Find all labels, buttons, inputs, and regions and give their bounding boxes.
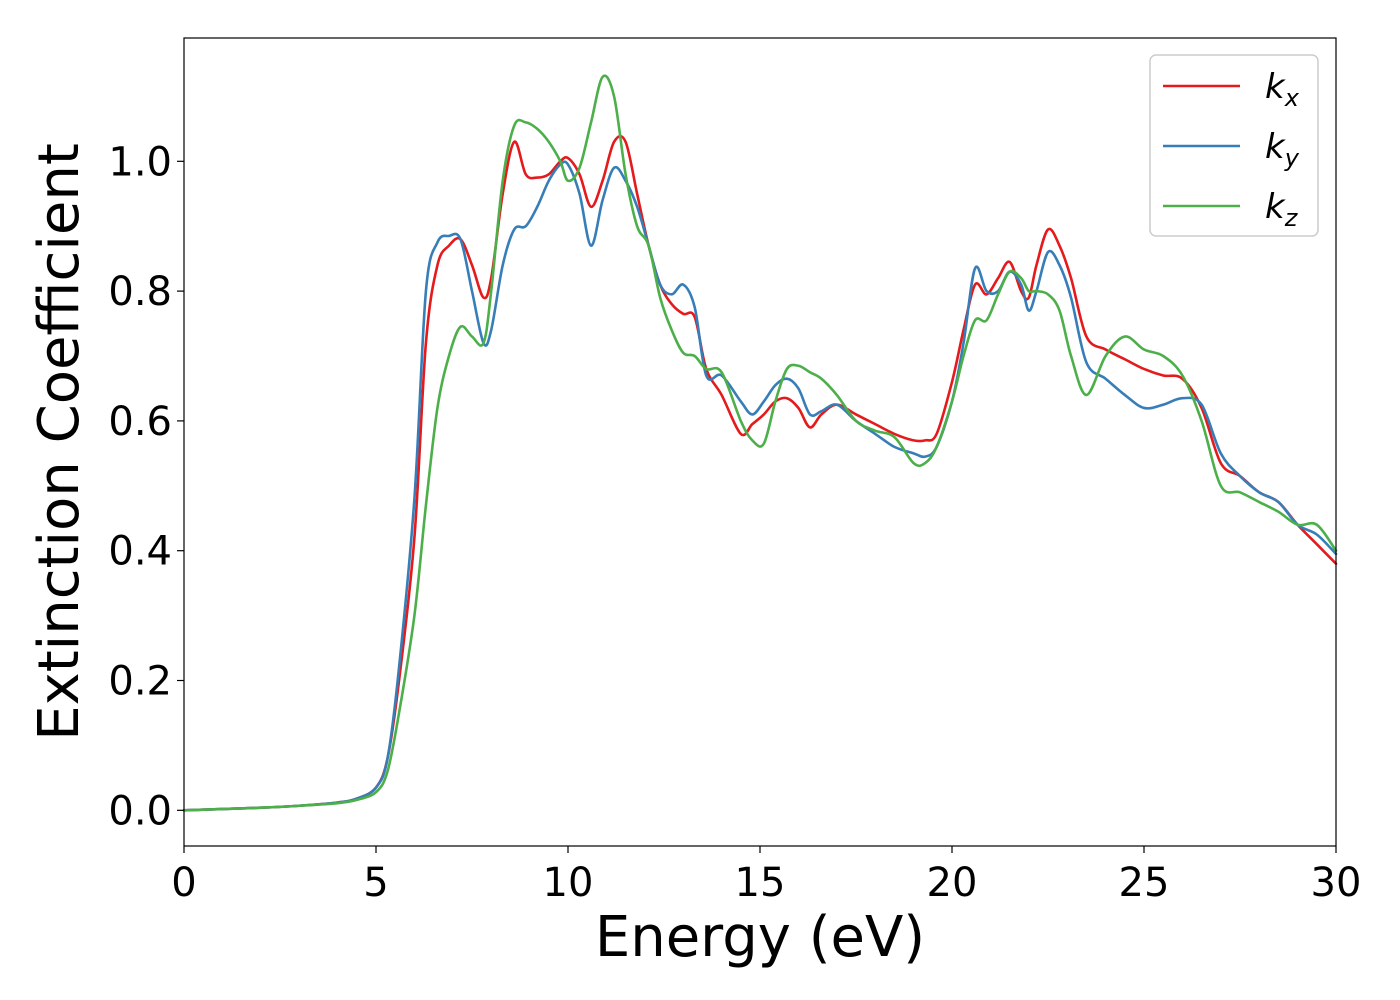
x-tick-label: 25 [1119,860,1170,906]
y-tick-label: 0.2 [108,659,172,705]
legend-label-base: k [1265,127,1286,167]
y-tick-label: 0.6 [108,399,172,445]
legend-label-subscript: y [1284,144,1300,172]
x-tick-label: 10 [543,860,594,906]
legend-label-base: k [1265,187,1286,227]
legend-label-kz: kz [1265,187,1299,232]
series-line-kz [182,74,1338,812]
x-tick-label: 20 [927,860,978,906]
y-tick-label: 0.0 [108,788,172,834]
y-tick-label: 0.4 [108,529,172,575]
y-axis-ticks: 0.0 0.2 0.4 0.6 0.8 1.0 [108,139,184,834]
y-tick-label: 0.8 [108,269,172,315]
legend-label-kx: kx [1265,67,1300,112]
x-tick-label: 15 [735,860,786,906]
legend-label-subscript: z [1284,204,1299,232]
y-axis-title: Extinction Coefficient [27,143,92,741]
x-tick-label: 30 [1311,860,1362,906]
y-tick-label: 1.0 [108,139,172,185]
x-axis-ticks: 0 5 10 15 20 25 30 [171,846,1361,906]
x-axis-title: Energy (eV) [595,905,925,970]
legend-label-subscript: x [1284,84,1300,112]
series-line-kx [182,134,1338,812]
legend-label-base: k [1265,67,1286,107]
x-tick-label: 0 [171,860,196,906]
series-line-ky [182,160,1338,812]
legend-label-ky: ky [1265,127,1300,172]
series-layer [182,74,1338,812]
x-tick-label: 5 [363,860,388,906]
